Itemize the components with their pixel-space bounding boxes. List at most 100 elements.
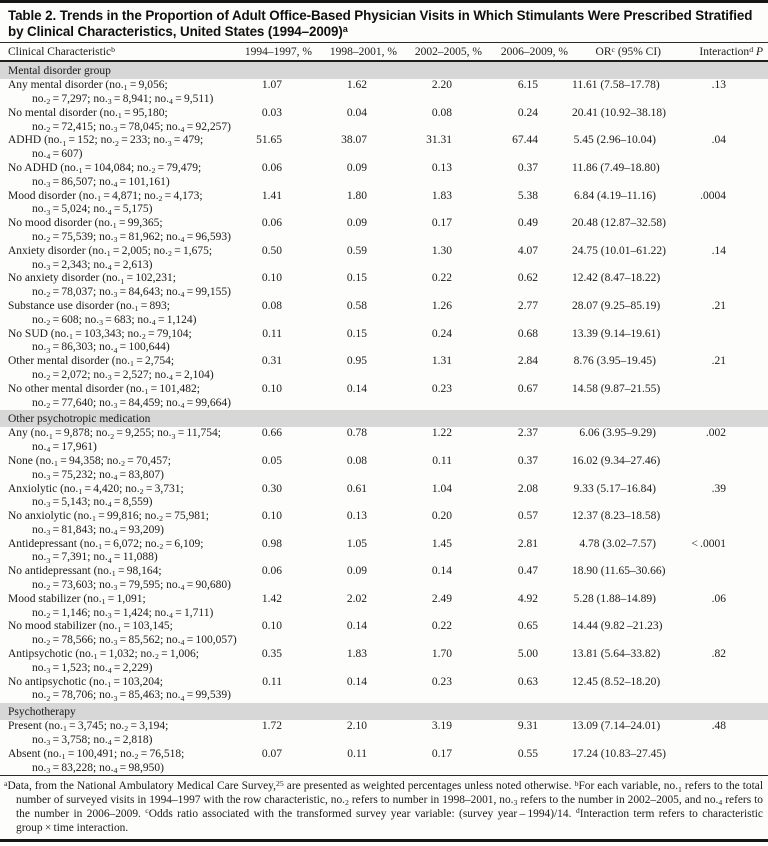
interaction-p: .39	[711, 482, 726, 495]
row-label: No other mental disorder (no.1 = 101,482…	[0, 383, 232, 411]
interaction-p: .13	[711, 79, 726, 92]
value-2002-2005: 0.22	[431, 620, 452, 633]
row-label-line2: no.3 = 5,024; no.4 = 5,175)	[32, 203, 153, 217]
row-label-line2: no.3 = 83,228; no.4 = 98,950)	[32, 761, 164, 775]
value-1994-1997: 0.08	[261, 299, 282, 312]
row-label: No anxiety disorder (no.1 = 102,231; no.…	[0, 272, 232, 300]
odds-ratio: 6.84 (4.19–11.16)	[574, 189, 656, 202]
value-2006-2009: 2.08	[517, 482, 538, 495]
value-1994-1997: 0.10	[261, 510, 282, 523]
interaction-p: .48	[711, 720, 726, 733]
row-label-line1: No ADHD (no.1 = 104,084; no.2 = 79,479;	[8, 161, 202, 176]
row-label-line2: no.3 = 81,843; no.4 = 93,209)	[32, 523, 164, 538]
interaction-p: .04	[711, 134, 726, 147]
row-label-line2: no.2 = 73,603; no.3 = 79,595; no.4 = 90,…	[32, 579, 231, 593]
section-header-row: Psychotherapy	[0, 703, 768, 721]
value-1994-1997: 0.06	[261, 161, 282, 174]
value-1994-1997: 0.11	[262, 327, 282, 340]
row-label-line1: Present (no.1 = 3,745; no.2 = 3,194;	[8, 720, 169, 734]
section-header: Other psychotropic medication	[0, 410, 768, 428]
value-1998-2001: 0.59	[346, 244, 367, 257]
value-1998-2001: 0.14	[346, 382, 367, 395]
value-2006-2009: 0.37	[517, 161, 538, 174]
value-1998-2001: 2.02	[346, 592, 367, 605]
row-label: No mental disorder (no.1 = 95,180; no.2 …	[0, 107, 232, 135]
value-2006-2009: 0.57	[517, 510, 538, 523]
row-label-line2: no.3 = 86,507; no.4 = 101,161)	[32, 175, 170, 189]
row-label-line1: No mood disorder (no.1 = 99,365;	[8, 217, 163, 231]
row-label-line2: no.2 = 78,566; no.3 = 85,562; no.4 = 100…	[32, 634, 237, 648]
table-row: No other mental disorder (no.1 = 101,482…	[0, 383, 768, 411]
value-2002-2005: 1.83	[431, 189, 452, 202]
row-label-line2: no.2 = 72,415; no.3 = 78,045; no.4 = 92,…	[32, 120, 231, 134]
interaction-p	[678, 455, 768, 483]
row-label-line1: No mental disorder (no.1 = 95,180;	[8, 106, 168, 120]
table-row: Substance use disorder (no.1 = 893; no.2…	[0, 300, 768, 328]
value-2006-2009: 67.44	[512, 134, 538, 147]
interaction-p: .0004	[700, 189, 726, 202]
value-2002-2005: 0.20	[431, 510, 452, 523]
table-row: Mood stabilizer (no.1 = 1,091; no.2 = 1,…	[0, 593, 768, 621]
value-2006-2009: 0.47	[517, 565, 538, 578]
value-1998-2001: 0.14	[346, 675, 367, 688]
value-2006-2009: 0.63	[517, 675, 538, 688]
row-label: Substance use disorder (no.1 = 893; no.2…	[0, 300, 232, 328]
odds-ratio: 4.78 (3.02–7.57)	[579, 537, 656, 550]
row-label: No antidepressant (no.1 = 98,164; no.2 =…	[0, 565, 232, 593]
odds-ratio: 13.09 (7.14–24.01)	[572, 720, 661, 733]
row-label-line1: Mood disorder (no.1 = 4,871; no.2 = 4,17…	[8, 189, 203, 203]
value-2002-2005: 3.19	[431, 720, 452, 733]
value-1994-1997: 1.42	[261, 592, 282, 605]
odds-ratio: 16.02 (9.34–27.46)	[572, 454, 661, 467]
row-label: Mood stabilizer (no.1 = 1,091; no.2 = 1,…	[0, 593, 232, 621]
value-1994-1997: 51.65	[256, 134, 282, 147]
value-2006-2009: 0.49	[517, 217, 538, 230]
table-row: No anxiety disorder (no.1 = 102,231; no.…	[0, 272, 768, 300]
value-1998-2001: 1.80	[346, 189, 367, 202]
row-label: Antidepressant (no.1 = 6,072; no.2 = 6,1…	[0, 538, 232, 566]
interaction-p: .002	[705, 427, 726, 440]
column-header-1994-1997: 1994–1997, %	[232, 43, 316, 63]
value-2006-2009: 0.55	[517, 747, 538, 760]
odds-ratio: 9.33 (5.17–16.84)	[573, 482, 656, 495]
value-1998-2001: 1.05	[346, 537, 367, 550]
value-2006-2009: 6.15	[517, 79, 538, 92]
row-label: None (no.1 = 94,358; no.2 = 70,457; no.3…	[0, 455, 232, 483]
row-label: Any (no.1 = 9,878; no.2 = 9,255; no.3 = …	[0, 427, 232, 455]
interaction-p: .14	[711, 244, 726, 257]
table-row: No anxiolytic (no.1 = 99,816; no.2 = 75,…	[0, 510, 768, 538]
value-2002-2005: 0.11	[432, 454, 452, 467]
table-row: Absent (no.1 = 100,491; no.2 = 76,518; n…	[0, 748, 768, 776]
row-label-line1: Any mental disorder (no.1 = 9,056;	[8, 79, 168, 93]
row-label: No SUD (no.1 = 103,343; no.2 = 79,104; n…	[0, 328, 232, 356]
value-1998-2001: 0.13	[346, 510, 367, 523]
footnotes: aData, from the National Ambulatory Medi…	[0, 776, 768, 839]
interaction-p	[678, 217, 768, 245]
column-header-2002-2005: 2002–2005, %	[401, 43, 486, 63]
table-body: Mental disorder group Any mental disorde…	[0, 61, 768, 776]
value-1998-2001: 0.58	[346, 299, 367, 312]
value-2002-2005: 31.31	[426, 134, 452, 147]
interaction-p	[678, 748, 768, 776]
row-label-line2: no.2 = 75,539; no.3 = 81,962; no.4 = 96,…	[32, 230, 231, 245]
column-header-row: Clinical Characteristicb 1994–1997, % 19…	[0, 43, 768, 63]
table-row: ADHD (no.1 = 152; no.2 = 233; no.3 = 479…	[0, 134, 768, 162]
table-row: No antipsychotic (no.1 = 103,204; no.2 =…	[0, 676, 768, 704]
row-label: No mood stabilizer (no.1 = 103,145; no.2…	[0, 620, 237, 648]
interaction-p: .06	[711, 592, 726, 605]
section-header: Psychotherapy	[0, 703, 768, 721]
value-1994-1997: 0.10	[261, 620, 282, 633]
row-label-line2: no.3 = 75,232; no.4 = 83,807)	[32, 468, 164, 482]
value-2002-2005: 0.17	[431, 217, 452, 230]
column-header-interaction-p: Interactiond P	[678, 43, 768, 63]
row-label: Absent (no.1 = 100,491; no.2 = 76,518; n…	[0, 748, 232, 776]
row-label: No ADHD (no.1 = 104,084; no.2 = 79,479; …	[0, 162, 232, 190]
value-1994-1997: 0.98	[261, 537, 282, 550]
value-2006-2009: 2.37	[517, 427, 538, 440]
section-header: Mental disorder group	[0, 61, 768, 80]
row-label: Other mental disorder (no.1 = 2,754; no.…	[0, 355, 232, 383]
value-1998-2001: 0.08	[346, 454, 367, 467]
value-2006-2009: 0.65	[517, 620, 538, 633]
value-1994-1997: 0.06	[261, 217, 282, 230]
row-label-line2: no.2 = 608; no.3 = 683; no.4 = 1,124)	[32, 313, 197, 327]
